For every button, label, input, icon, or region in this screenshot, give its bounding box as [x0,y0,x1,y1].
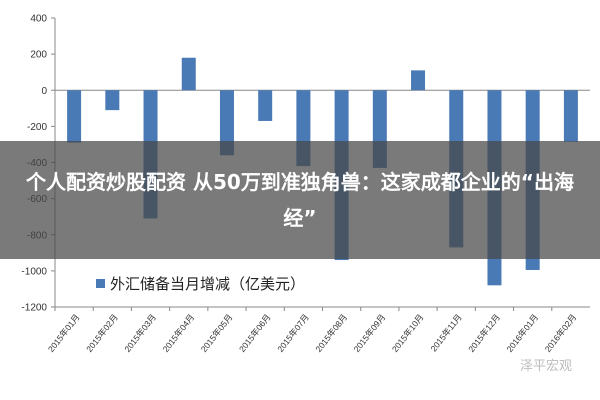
watermark-text: 泽平宏观 [519,359,572,374]
bar [219,90,234,156]
x-tick-label: 2015年01月 [46,312,82,354]
bar [181,57,196,91]
x-axis: 2015年01月 2015年02月 2015年03月 2015年04月 2015年05月… [46,306,590,354]
y-tick-label: -1000 [21,266,47,277]
bar [105,90,120,111]
x-tick-label: 2015年07月 [275,312,311,354]
y-tick-label: 400 [30,14,47,25]
legend-swatch [96,279,105,288]
y-tick-label: -200 [27,122,47,133]
y-tick-label: 0 [41,86,47,97]
x-tick-label: 2015年08月 [313,312,349,354]
headline-text: 个人配资炒股配资 从50万到准独角兽：这家成都企业的“出海经” [26,170,574,230]
y-tick-label: 200 [30,50,47,61]
x-tick-label: 2015年05月 [199,312,235,354]
x-tick-label: 2015年10月 [390,312,426,354]
x-tick-label: 2015年12月 [466,312,502,354]
x-tick-label: 2016年02月 [543,312,579,354]
x-tick-label: 2015年02月 [84,312,120,354]
bar [411,70,426,91]
x-tick-label: 2015年09月 [352,312,388,354]
x-tick-label: 2015年11月 [428,312,463,353]
bar [67,90,82,143]
x-tick-label: 2015年06月 [237,312,273,354]
x-tick-label: 2015年04月 [161,312,197,354]
bar [258,90,273,121]
bar [563,90,578,142]
y-tick-label: -1200 [21,303,47,314]
legend-label: 外汇储备当月增减（亿美元） [110,275,305,293]
legend: 外汇储备当月增减（亿美元） [96,275,305,293]
x-tick-label: 2015年03月 [122,312,158,354]
headline-banner: 个人配资炒股配资 从50万到准独角兽：这家成都企业的“出海经” [0,141,600,259]
x-tick-label: 2016年01月 [504,312,540,354]
